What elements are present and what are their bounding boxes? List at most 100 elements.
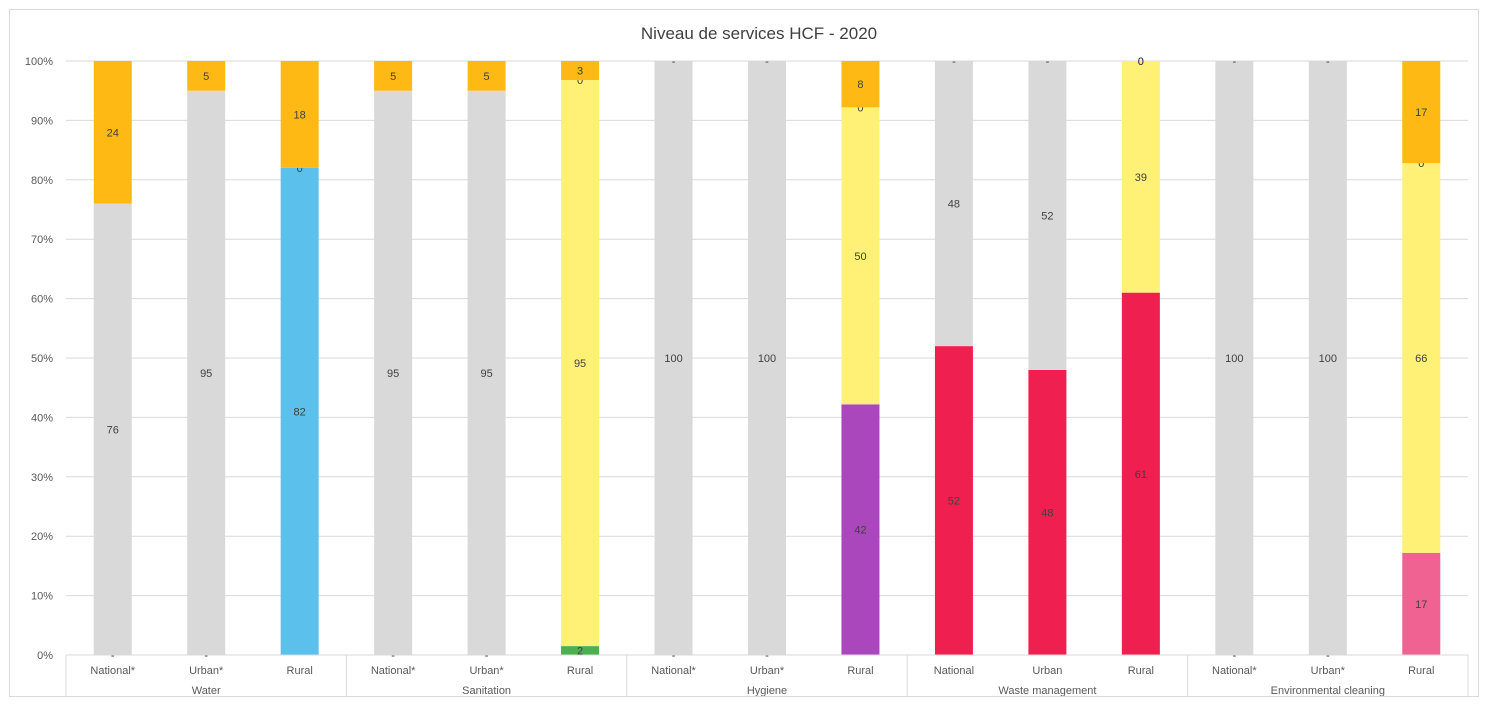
data-label: 100 xyxy=(1319,353,1337,365)
x-category-label: Urban* xyxy=(469,665,504,677)
bar-segment xyxy=(1028,61,1067,370)
bar-segment xyxy=(93,203,132,655)
data-label: 52 xyxy=(948,496,960,508)
data-label: 48 xyxy=(1041,507,1053,519)
bar-segment xyxy=(841,404,880,655)
data-label: 100 xyxy=(664,353,682,365)
bar-segment xyxy=(467,90,506,655)
bar-segment xyxy=(1028,369,1067,655)
data-label: 3 xyxy=(577,66,583,78)
x-category-label: Urban xyxy=(1032,665,1062,677)
x-category-label: Rural xyxy=(1408,665,1434,677)
y-tick-label: 80% xyxy=(31,175,53,187)
y-tick-label: 0% xyxy=(37,650,53,662)
data-label: 0 xyxy=(1138,56,1144,68)
x-category-label: Urban* xyxy=(189,665,224,677)
bar-segment xyxy=(93,61,132,204)
bar-segment xyxy=(654,61,693,655)
data-label: - xyxy=(1232,56,1236,68)
data-label: 100 xyxy=(1225,353,1243,365)
data-label: - xyxy=(765,650,769,662)
data-label: - xyxy=(1326,650,1330,662)
bar-segment xyxy=(1121,61,1160,293)
y-tick-label: 30% xyxy=(31,472,53,484)
data-label: 76 xyxy=(107,424,119,436)
data-label: 5 xyxy=(203,71,209,83)
data-label: 48 xyxy=(948,199,960,211)
x-group-label: Water xyxy=(192,685,221,696)
bar-segment xyxy=(467,61,506,91)
data-label: 95 xyxy=(574,358,586,370)
x-category-label: National* xyxy=(90,665,135,677)
data-label: 17 xyxy=(1415,107,1427,119)
x-group-label: Environmental cleaning xyxy=(1271,685,1385,696)
data-label: 39 xyxy=(1135,172,1147,184)
data-label: 82 xyxy=(294,406,306,418)
bar-segment xyxy=(748,61,786,655)
x-category-label: Rural xyxy=(1128,665,1154,677)
data-label: 95 xyxy=(387,368,399,380)
chart-title: Niveau de services HCF - 2020 xyxy=(641,24,877,43)
bar-segment xyxy=(561,80,600,647)
y-tick-label: 70% xyxy=(31,234,53,246)
bar-segment xyxy=(1402,552,1441,655)
y-tick-label: 50% xyxy=(31,353,53,365)
data-label: 100 xyxy=(758,353,776,365)
data-label: 5 xyxy=(390,71,396,83)
bar-segment xyxy=(280,167,319,656)
bar-segment xyxy=(561,646,600,655)
x-category-label: Urban* xyxy=(1311,665,1346,677)
bar-segment xyxy=(187,90,226,655)
data-label: 0 xyxy=(577,75,583,87)
bar-segment xyxy=(1215,61,1254,655)
data-label: 2 xyxy=(577,646,583,658)
data-label: 0 xyxy=(857,102,863,114)
bar-segment xyxy=(934,61,973,347)
bar-segment xyxy=(934,346,973,655)
data-label: 66 xyxy=(1415,353,1427,365)
data-label: 52 xyxy=(1041,210,1053,222)
data-label: - xyxy=(952,56,956,68)
data-label: 5 xyxy=(484,71,490,83)
data-label: - xyxy=(1326,56,1330,68)
data-label: 0 xyxy=(1138,56,1144,68)
y-axis: 0% 10% 20% 30% 40% 50% 60% 70% 80% 90% 100% xyxy=(25,56,53,662)
x-category-label: National* xyxy=(651,665,696,677)
x-group-label: Hygiene xyxy=(747,685,787,696)
data-label: 17 xyxy=(1415,599,1427,611)
data-label: - xyxy=(1046,56,1050,68)
x-group-label: Waste management xyxy=(998,685,1096,696)
y-tick-label: 20% xyxy=(31,531,53,543)
chart-frame: Niveau de services HCF - 2020 0% 10% 20% 30… xyxy=(9,9,1479,697)
data-label: - xyxy=(485,650,489,662)
data-label: - xyxy=(1232,650,1236,662)
bar-segment xyxy=(187,61,226,91)
data-label: 0 xyxy=(1418,158,1424,170)
x-group-label: Sanitation xyxy=(462,685,511,696)
x-category-label: National* xyxy=(371,665,416,677)
x-category-label: Rural xyxy=(567,665,593,677)
stacked-bar-chart: Niveau de services HCF - 2020 0%10%20%30… xyxy=(25,24,1469,696)
y-tick-label: 100% xyxy=(25,56,53,68)
data-label: - xyxy=(672,56,676,68)
bar-segment xyxy=(1402,61,1441,164)
data-label: 42 xyxy=(854,525,866,537)
x-category-label: Urban* xyxy=(750,665,785,677)
bar-segment xyxy=(1121,292,1160,655)
bar-segment xyxy=(561,61,600,81)
data-label: - xyxy=(672,650,676,662)
x-category-label: National* xyxy=(1212,665,1257,677)
data-label: 24 xyxy=(107,127,119,139)
data-label: 95 xyxy=(480,368,492,380)
x-category-label: Rural xyxy=(847,665,873,677)
y-tick-label: 90% xyxy=(31,115,53,127)
x-category-label: National xyxy=(934,665,974,677)
data-label: - xyxy=(111,650,115,662)
bar-segment xyxy=(280,61,319,168)
data-label: - xyxy=(391,650,395,662)
bars: -7624-95582018-955-95529503-100--100-425… xyxy=(93,56,1441,662)
bar-segment xyxy=(374,90,413,655)
bar-segment xyxy=(1402,163,1441,553)
data-label: 50 xyxy=(854,251,866,263)
data-label: 8 xyxy=(857,79,863,91)
